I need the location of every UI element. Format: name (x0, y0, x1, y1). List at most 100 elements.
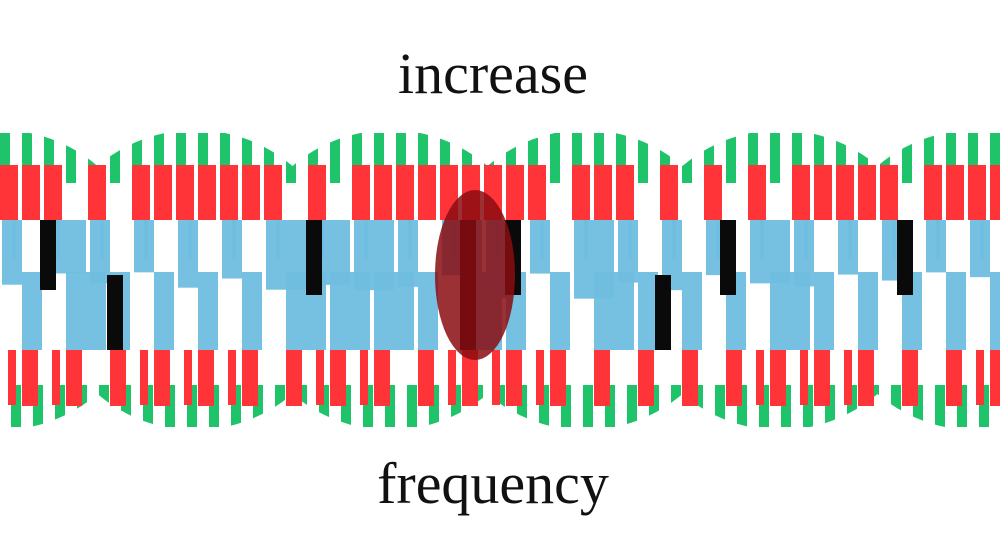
green-stripe (550, 133, 560, 183)
red-block (858, 350, 874, 406)
green-stripe (176, 133, 186, 183)
red-block (968, 165, 986, 220)
green-stripe (627, 385, 637, 427)
green-stripe (66, 133, 76, 183)
red-block (44, 165, 62, 220)
blue-line (188, 220, 192, 260)
red-block (506, 350, 522, 406)
red-block (814, 165, 832, 220)
bottom-word: frequency (377, 451, 609, 516)
red-thin (492, 350, 500, 405)
blue-block (198, 272, 218, 350)
blue-block (550, 272, 570, 350)
red-block (330, 350, 346, 406)
red-block (110, 350, 126, 406)
green-stripe (231, 385, 241, 427)
red-block (946, 350, 962, 406)
green-stripe (814, 133, 824, 183)
green-stripe (770, 133, 780, 183)
blue-line (12, 220, 16, 260)
blue-line (892, 220, 896, 260)
red-block (308, 165, 326, 220)
red-block (286, 350, 302, 406)
red-block (902, 350, 918, 406)
green-stripe (583, 385, 593, 427)
green-stripe (242, 133, 252, 183)
blue-line (628, 220, 632, 260)
blue-block (594, 272, 634, 350)
red-thin (52, 350, 60, 405)
green-stripe (44, 133, 54, 183)
red-block (770, 350, 786, 406)
blue-line (232, 220, 236, 260)
blue-line (540, 220, 544, 260)
blue-line (804, 220, 808, 260)
black-bar (655, 275, 671, 350)
red-block (748, 165, 766, 220)
red-block (22, 350, 38, 406)
green-stripe (946, 133, 956, 183)
red-block (198, 350, 214, 406)
green-stripe (836, 133, 846, 183)
green-stripe (143, 385, 153, 427)
green-stripe (803, 385, 813, 427)
red-block (176, 165, 194, 220)
blue-block (22, 272, 42, 350)
red-block (572, 165, 590, 220)
center-lens (435, 190, 515, 360)
green-stripe (110, 133, 120, 183)
green-stripe (55, 385, 65, 427)
blue-block (418, 272, 438, 350)
blue-block (814, 272, 834, 350)
red-block (506, 165, 524, 220)
red-thin (844, 350, 852, 405)
blue-line (100, 220, 104, 260)
red-block (198, 165, 216, 220)
blue-block (66, 272, 106, 350)
green-stripe (792, 133, 802, 183)
blue-block (242, 272, 262, 350)
black-bar (306, 220, 322, 295)
red-block (550, 350, 566, 406)
red-block (66, 350, 82, 406)
green-stripe (891, 385, 901, 427)
green-stripe (264, 133, 274, 183)
red-block (242, 165, 260, 220)
red-block (220, 165, 238, 220)
green-stripe (220, 133, 230, 183)
green-stripe (748, 133, 758, 183)
red-block (374, 165, 392, 220)
blue-line (584, 220, 588, 260)
strand-pattern (0, 133, 1000, 427)
blue-line (276, 220, 280, 260)
red-block (396, 165, 414, 220)
red-block (990, 165, 1000, 220)
green-stripe (22, 133, 32, 183)
red-thin (184, 350, 192, 405)
green-stripe (319, 385, 329, 427)
green-stripe (660, 133, 670, 183)
blue-line (144, 220, 148, 260)
red-block (704, 165, 722, 220)
red-block (638, 350, 654, 406)
blue-line (936, 220, 940, 260)
red-block (726, 350, 742, 406)
green-stripe (990, 133, 1000, 183)
green-stripe (308, 133, 318, 183)
red-block (594, 350, 610, 406)
red-block (660, 165, 678, 220)
green-stripe (330, 133, 340, 183)
green-stripe (132, 133, 142, 183)
green-stripe (187, 385, 197, 427)
red-block (858, 165, 876, 220)
green-stripe (506, 133, 516, 183)
red-thin (316, 350, 324, 405)
green-stripe (704, 133, 714, 183)
green-stripe (462, 133, 472, 183)
red-thin (536, 350, 544, 405)
green-stripe (451, 385, 461, 427)
red-block (528, 165, 546, 220)
red-thin (800, 350, 808, 405)
blue-line (364, 220, 368, 260)
red-block (22, 165, 40, 220)
